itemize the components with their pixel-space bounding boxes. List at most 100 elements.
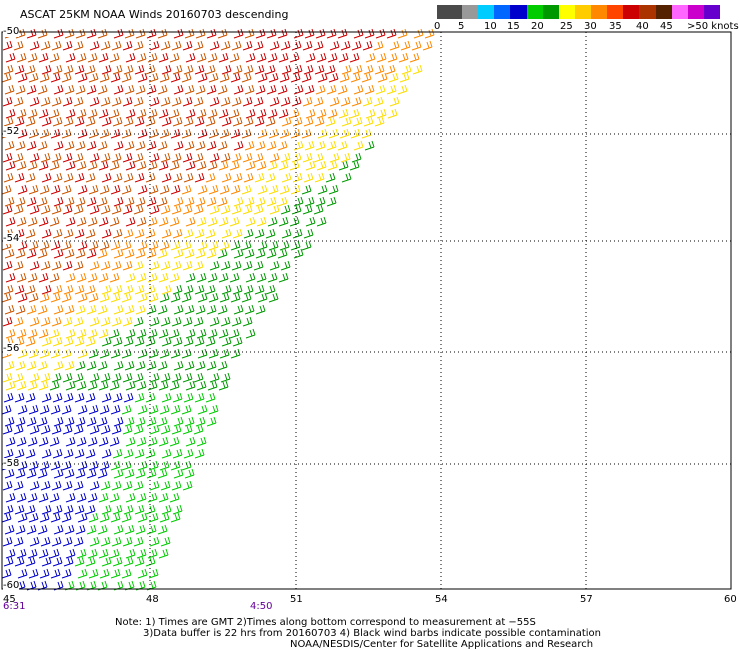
wind-barb [217, 84, 228, 95]
colorbar-label: 20 [531, 21, 544, 32]
wind-barb [327, 52, 338, 63]
wind-barb [25, 64, 36, 75]
wind-barb [135, 468, 146, 479]
wind-barb [75, 468, 86, 479]
wind-barb [51, 204, 62, 215]
wind-barb [113, 140, 124, 151]
wind-barb [73, 204, 84, 215]
wind-barb [207, 52, 218, 63]
wind-barb [185, 272, 196, 283]
wind-barb [38, 548, 49, 559]
wind-barb [99, 460, 110, 471]
colorbar-swatch [462, 5, 479, 19]
wind-barb [173, 248, 184, 259]
wind-barb [195, 304, 206, 315]
wind-barb [218, 52, 229, 63]
wind-barb [99, 512, 110, 523]
wind-barb [388, 72, 399, 83]
wind-barb [15, 140, 26, 151]
wind-barb [125, 328, 136, 339]
wind-barb [245, 328, 256, 339]
wind-barb [375, 28, 386, 39]
wind-barb [279, 240, 290, 251]
wind-barb [148, 128, 159, 139]
lat-label-56: -56 [3, 343, 20, 354]
wind-barb [137, 184, 148, 195]
wind-barb [313, 204, 324, 215]
wind-barb [136, 272, 147, 283]
wind-barb [134, 64, 145, 75]
wind-barb [65, 52, 76, 63]
wind-barb [170, 72, 181, 83]
wind-barb [121, 512, 132, 523]
wind-barb [172, 172, 183, 183]
wind-barb [184, 360, 195, 371]
wind-barb [337, 28, 348, 39]
wind-barb [161, 116, 172, 127]
wind-barb [157, 468, 168, 479]
colorbar-swatch [639, 5, 656, 19]
wind-barb [205, 64, 216, 75]
wind-barb [196, 380, 207, 391]
wind-barb [257, 292, 268, 303]
wind-barb [64, 196, 75, 207]
wind-barb [219, 240, 230, 251]
wind-barb [325, 172, 336, 183]
wind-barb [208, 292, 219, 303]
wind-barb [29, 316, 40, 327]
wind-barb [123, 284, 134, 295]
wind-barb [27, 272, 38, 283]
wind-barb [87, 272, 98, 283]
wind-barb [41, 448, 52, 459]
wind-barb [123, 116, 134, 127]
wind-barb [350, 128, 361, 139]
wind-barb [123, 556, 134, 567]
wind-barb [374, 64, 385, 75]
wind-barb [149, 316, 160, 327]
wind-barb [110, 184, 121, 195]
wind-barb [365, 52, 376, 63]
wind-barb [133, 316, 144, 327]
wind-barb [221, 64, 232, 75]
wind-barb [75, 304, 86, 315]
wind-barb [193, 424, 204, 435]
wind-barb [158, 328, 169, 339]
wind-barb [182, 152, 193, 163]
wind-barb [4, 524, 15, 535]
wind-barb [147, 52, 158, 63]
wind-barb [75, 360, 86, 371]
wind-barb [171, 372, 182, 383]
wind-barb [87, 492, 98, 503]
wind-barb [111, 480, 122, 491]
wind-barb [125, 380, 136, 391]
wind-barb [301, 184, 312, 195]
wind-barb [3, 392, 14, 403]
wind-barb [221, 116, 232, 127]
wind-barb [351, 152, 362, 163]
wind-barb [159, 72, 170, 83]
wind-barb [353, 28, 364, 39]
lat-label-60: -60 [3, 580, 20, 591]
wind-barb [134, 556, 145, 567]
wind-barb [37, 140, 48, 151]
wind-barb [217, 248, 228, 259]
wind-barb [338, 160, 349, 171]
wind-barb [109, 272, 120, 283]
wind-barb [85, 556, 96, 567]
wind-barb [292, 228, 303, 239]
wind-barb [219, 72, 230, 83]
wind-barb [229, 160, 240, 171]
wind-barb [4, 360, 15, 371]
wind-barb [25, 392, 36, 403]
wind-barb [29, 40, 40, 51]
wind-barb [38, 328, 49, 339]
lon-label-57: 57 [580, 594, 593, 605]
wind-barb [2, 152, 13, 163]
wind-barb [121, 184, 132, 195]
wind-barb [148, 404, 159, 415]
wind-barb [3, 172, 14, 183]
wind-barb [301, 240, 312, 251]
wind-barb [181, 348, 192, 359]
wind-barb [4, 304, 15, 315]
wind-barb [171, 40, 182, 51]
